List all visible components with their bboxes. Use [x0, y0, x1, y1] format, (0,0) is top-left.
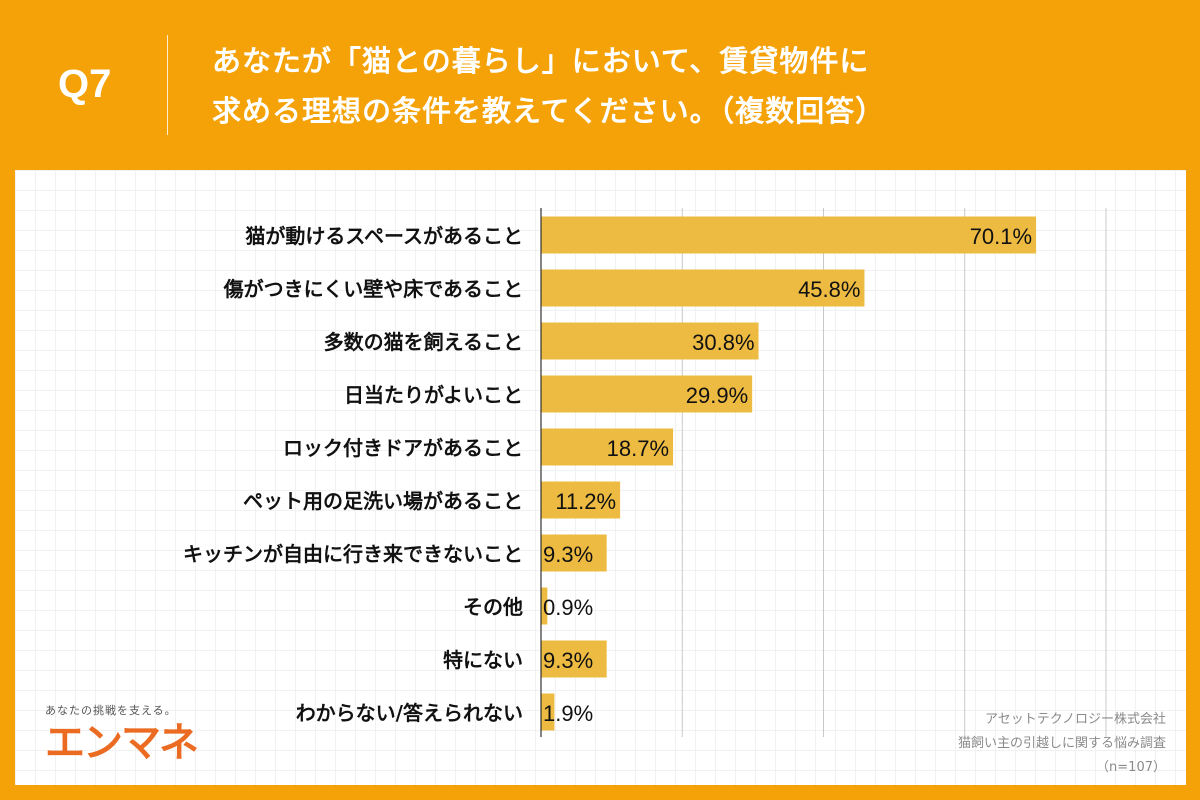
bar [541, 481, 621, 519]
bar [541, 322, 759, 360]
category-label: 傷がつきにくい壁や床であること [223, 277, 523, 301]
bar [541, 428, 674, 466]
logo-tagline: あなたの挑戦を支える。 [45, 704, 177, 717]
value-label: 70.1% [970, 224, 1032, 249]
category-label: 多数の猫を飼えること [324, 330, 523, 354]
category-label: 特にない [443, 648, 523, 672]
category-label: ロック付きドアがあること [283, 436, 523, 460]
value-label: 18.7% [607, 436, 669, 461]
source-note: アセットテクノロジー株式会社 猫飼い主の引越しに関する悩み調査 （n=107） [958, 708, 1166, 780]
page-title: あなたが「猫との暮らし」において、賃貸物件に 求める理想の条件を教えてください。… [212, 36, 885, 136]
bar [541, 375, 753, 413]
value-label: 29.9% [686, 383, 748, 408]
bar [541, 587, 548, 625]
value-label: 0.9% [543, 595, 593, 620]
category-label: ペット用の足洗い場があること [243, 489, 523, 513]
header-divider [167, 35, 168, 135]
value-label: 11.2% [555, 489, 616, 514]
question-number: Q7 [58, 62, 112, 106]
value-label: 30.8% [692, 330, 754, 355]
sample-size: （n=107） [1096, 760, 1166, 775]
bar [541, 693, 555, 731]
value-label: 9.3% [543, 648, 593, 673]
category-label: キッチンが自由に行き来できないこと [183, 542, 523, 566]
source-company: アセットテクノロジー株式会社 [985, 712, 1166, 727]
value-label: 1.9% [543, 701, 593, 726]
title-line-2: 求める理想の条件を教えてください。（複数回答） [212, 94, 886, 128]
logo-name: エンマネ [45, 720, 199, 766]
value-label: 9.3% [543, 542, 593, 567]
source-survey: 猫飼い主の引越しに関する悩み調査 [957, 736, 1166, 751]
category-label: 猫が動けるスペースがあること [245, 224, 523, 248]
bar [541, 534, 607, 572]
logo: あなたの挑戦を支える。 エンマネ [45, 702, 199, 768]
value-label: 45.8% [798, 277, 860, 302]
bar [541, 269, 865, 307]
bar [541, 640, 607, 678]
category-label: わからない/答えられない [296, 701, 523, 725]
bar [541, 216, 1037, 254]
category-label: 日当たりがよいこと [344, 383, 523, 407]
title-line-1: あなたが「猫との暮らし」において、賃貸物件に [212, 44, 870, 78]
category-label: その他 [463, 595, 523, 619]
